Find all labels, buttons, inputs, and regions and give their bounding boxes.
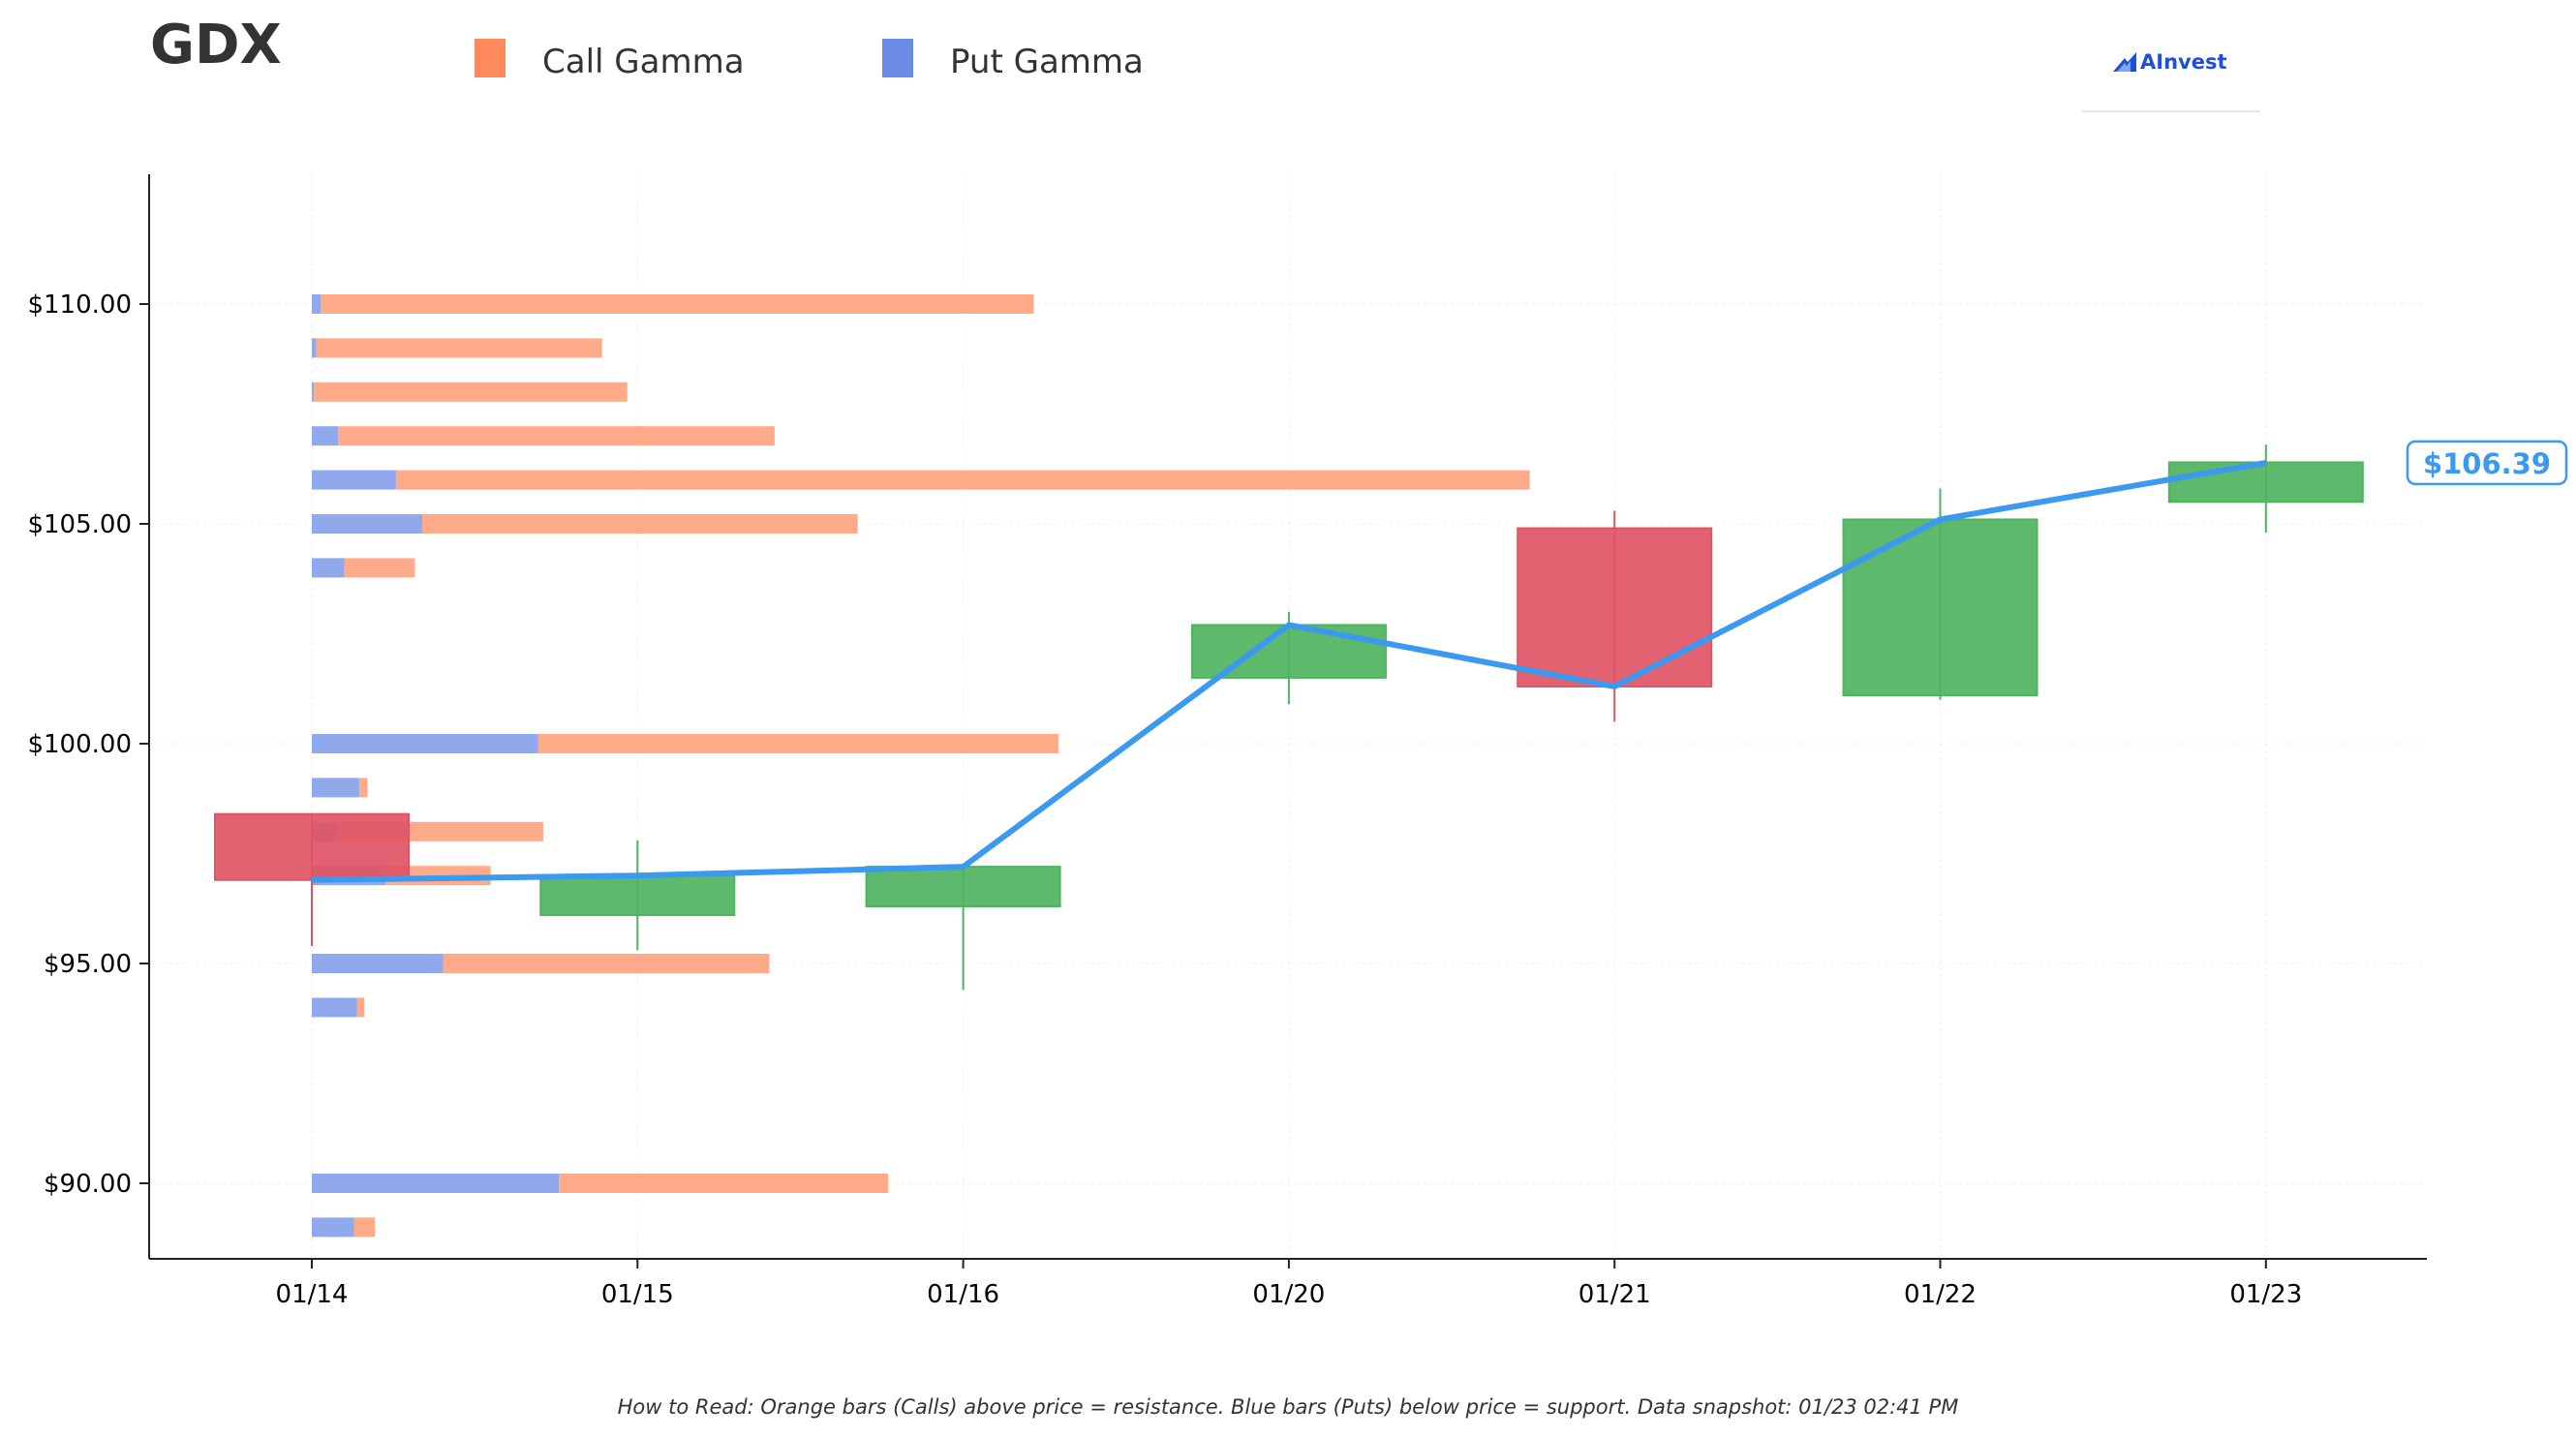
call-gamma-bar xyxy=(353,1217,376,1238)
put-gamma-bar xyxy=(312,734,538,753)
put-gamma-swatch xyxy=(882,39,913,77)
candle-body xyxy=(1842,518,2039,697)
call-gamma-bar xyxy=(314,382,628,402)
gamma-bars xyxy=(312,294,1530,1238)
y-tick-label: $95.00 xyxy=(44,950,132,979)
candle-body xyxy=(865,866,1061,907)
put-gamma-bar xyxy=(312,294,322,314)
footnote: How to Read: Orange bars (Calls) above p… xyxy=(617,1395,1959,1419)
candle-body xyxy=(214,812,410,881)
call-gamma-bar xyxy=(356,997,365,1018)
x-tick-label: 01/14 xyxy=(276,1280,349,1309)
put-gamma-bar xyxy=(312,514,423,534)
put-gamma-bar xyxy=(312,426,339,446)
x-tick-label: 01/15 xyxy=(601,1280,674,1309)
logo-divider xyxy=(2082,110,2260,112)
call-gamma-bar xyxy=(338,426,775,446)
call-gamma-bar xyxy=(344,558,415,578)
put-gamma-bar xyxy=(312,470,396,490)
y-tick-label: $110.00 xyxy=(27,290,132,320)
last-price-badge xyxy=(2406,440,2568,486)
candle-body xyxy=(1190,624,1387,679)
call-gamma-bar xyxy=(422,514,858,534)
last-price-label: $106.39 xyxy=(2423,447,2551,480)
put-gamma-bar xyxy=(312,1217,354,1238)
last-price-label-group: $106.39 xyxy=(2406,440,2568,486)
put-gamma-bar xyxy=(312,778,359,798)
x-tick-label: 01/23 xyxy=(2229,1280,2302,1309)
candle-body xyxy=(539,874,736,917)
logo-text: AInvest xyxy=(2140,50,2227,74)
call-gamma-bar xyxy=(358,778,368,798)
close-price-line xyxy=(311,459,2267,883)
logo-mark-icon xyxy=(2113,52,2136,72)
call-gamma-bar xyxy=(321,294,1034,314)
put-gamma-bar xyxy=(312,558,345,578)
put-gamma-bar xyxy=(312,954,444,973)
x-tick-label: 01/20 xyxy=(1252,1280,1325,1309)
axes: $110.00 $105.00 $100.00 $95.00 $90.00 01/14 01… xyxy=(27,174,2427,1309)
x-tick-label: 01/22 xyxy=(1904,1280,1977,1309)
close-line xyxy=(311,459,2267,883)
candle-body xyxy=(2167,461,2364,504)
call-gamma-swatch xyxy=(475,39,506,77)
gridlines xyxy=(149,174,2427,1259)
ticker-title: GDX xyxy=(150,14,282,76)
call-gamma-bar xyxy=(443,954,770,973)
call-gamma-bar xyxy=(395,470,1530,490)
y-tick-label: $105.00 xyxy=(27,510,132,539)
x-tick-label: 01/21 xyxy=(1579,1280,1651,1309)
ainvest-logo: AInvest xyxy=(2111,48,2227,79)
call-gamma-bar xyxy=(559,1174,889,1193)
call-gamma-bar xyxy=(316,338,602,358)
put-gamma-bar xyxy=(312,338,317,358)
y-tick-label: $90.00 xyxy=(44,1170,132,1199)
call-gamma-bar xyxy=(537,734,1059,753)
put-gamma-label: Put Gamma xyxy=(950,43,1144,81)
put-gamma-bar xyxy=(312,382,315,402)
y-tick-label: $100.00 xyxy=(27,730,132,759)
put-gamma-bar xyxy=(312,1174,560,1193)
x-tick-label: 01/16 xyxy=(927,1280,999,1309)
candles xyxy=(214,444,2364,991)
put-gamma-bar xyxy=(312,997,357,1018)
candle-body xyxy=(1517,527,1713,688)
call-gamma-label: Call Gamma xyxy=(542,43,745,81)
